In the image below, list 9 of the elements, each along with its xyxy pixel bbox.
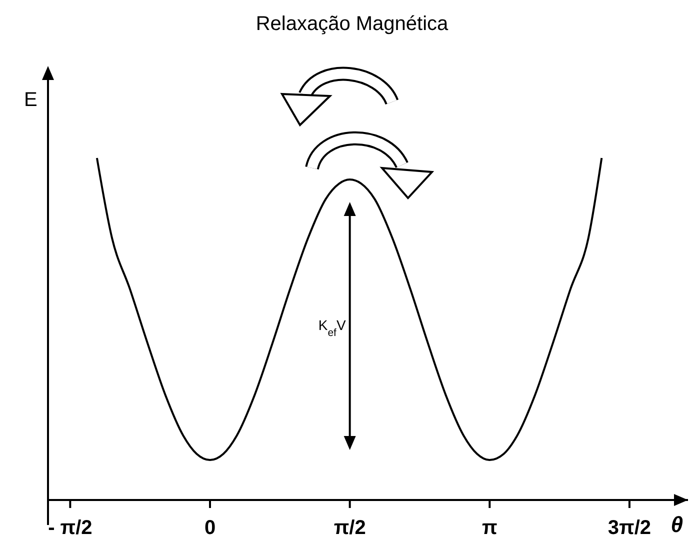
x-tick-label: - π/2 (48, 517, 92, 540)
x-tick-label: π (482, 517, 498, 540)
x-tick-label: π/2 (334, 517, 366, 540)
chart-title: Relaxação Magnética (256, 13, 450, 35)
x-axis-title: θ (670, 512, 683, 537)
y-axis-title: E (24, 89, 38, 111)
x-tick-label: 0 (204, 517, 216, 540)
annotation: K$_{ef}$V (318, 317, 346, 339)
x-tick-label: 3π/2 (608, 517, 652, 540)
